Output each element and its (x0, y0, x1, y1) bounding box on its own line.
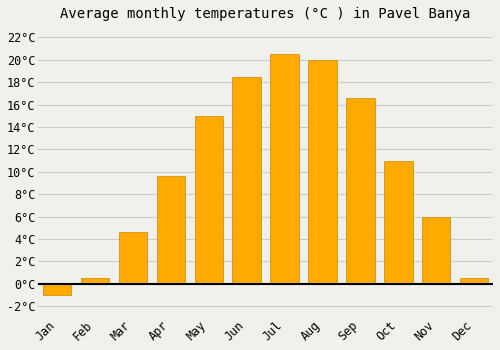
Bar (384, 161, 412, 284)
Bar (194, 116, 223, 284)
Bar (119, 232, 147, 284)
Bar (422, 217, 450, 284)
Bar (308, 60, 336, 284)
Bar (270, 54, 299, 284)
Bar (460, 278, 488, 284)
Bar (232, 77, 261, 284)
Bar (81, 278, 110, 284)
Bar (346, 98, 374, 284)
Bar (43, 284, 72, 295)
Title: Average monthly temperatures (°C ) in Pavel Banya: Average monthly temperatures (°C ) in Pa… (60, 7, 471, 21)
Bar (156, 176, 185, 284)
